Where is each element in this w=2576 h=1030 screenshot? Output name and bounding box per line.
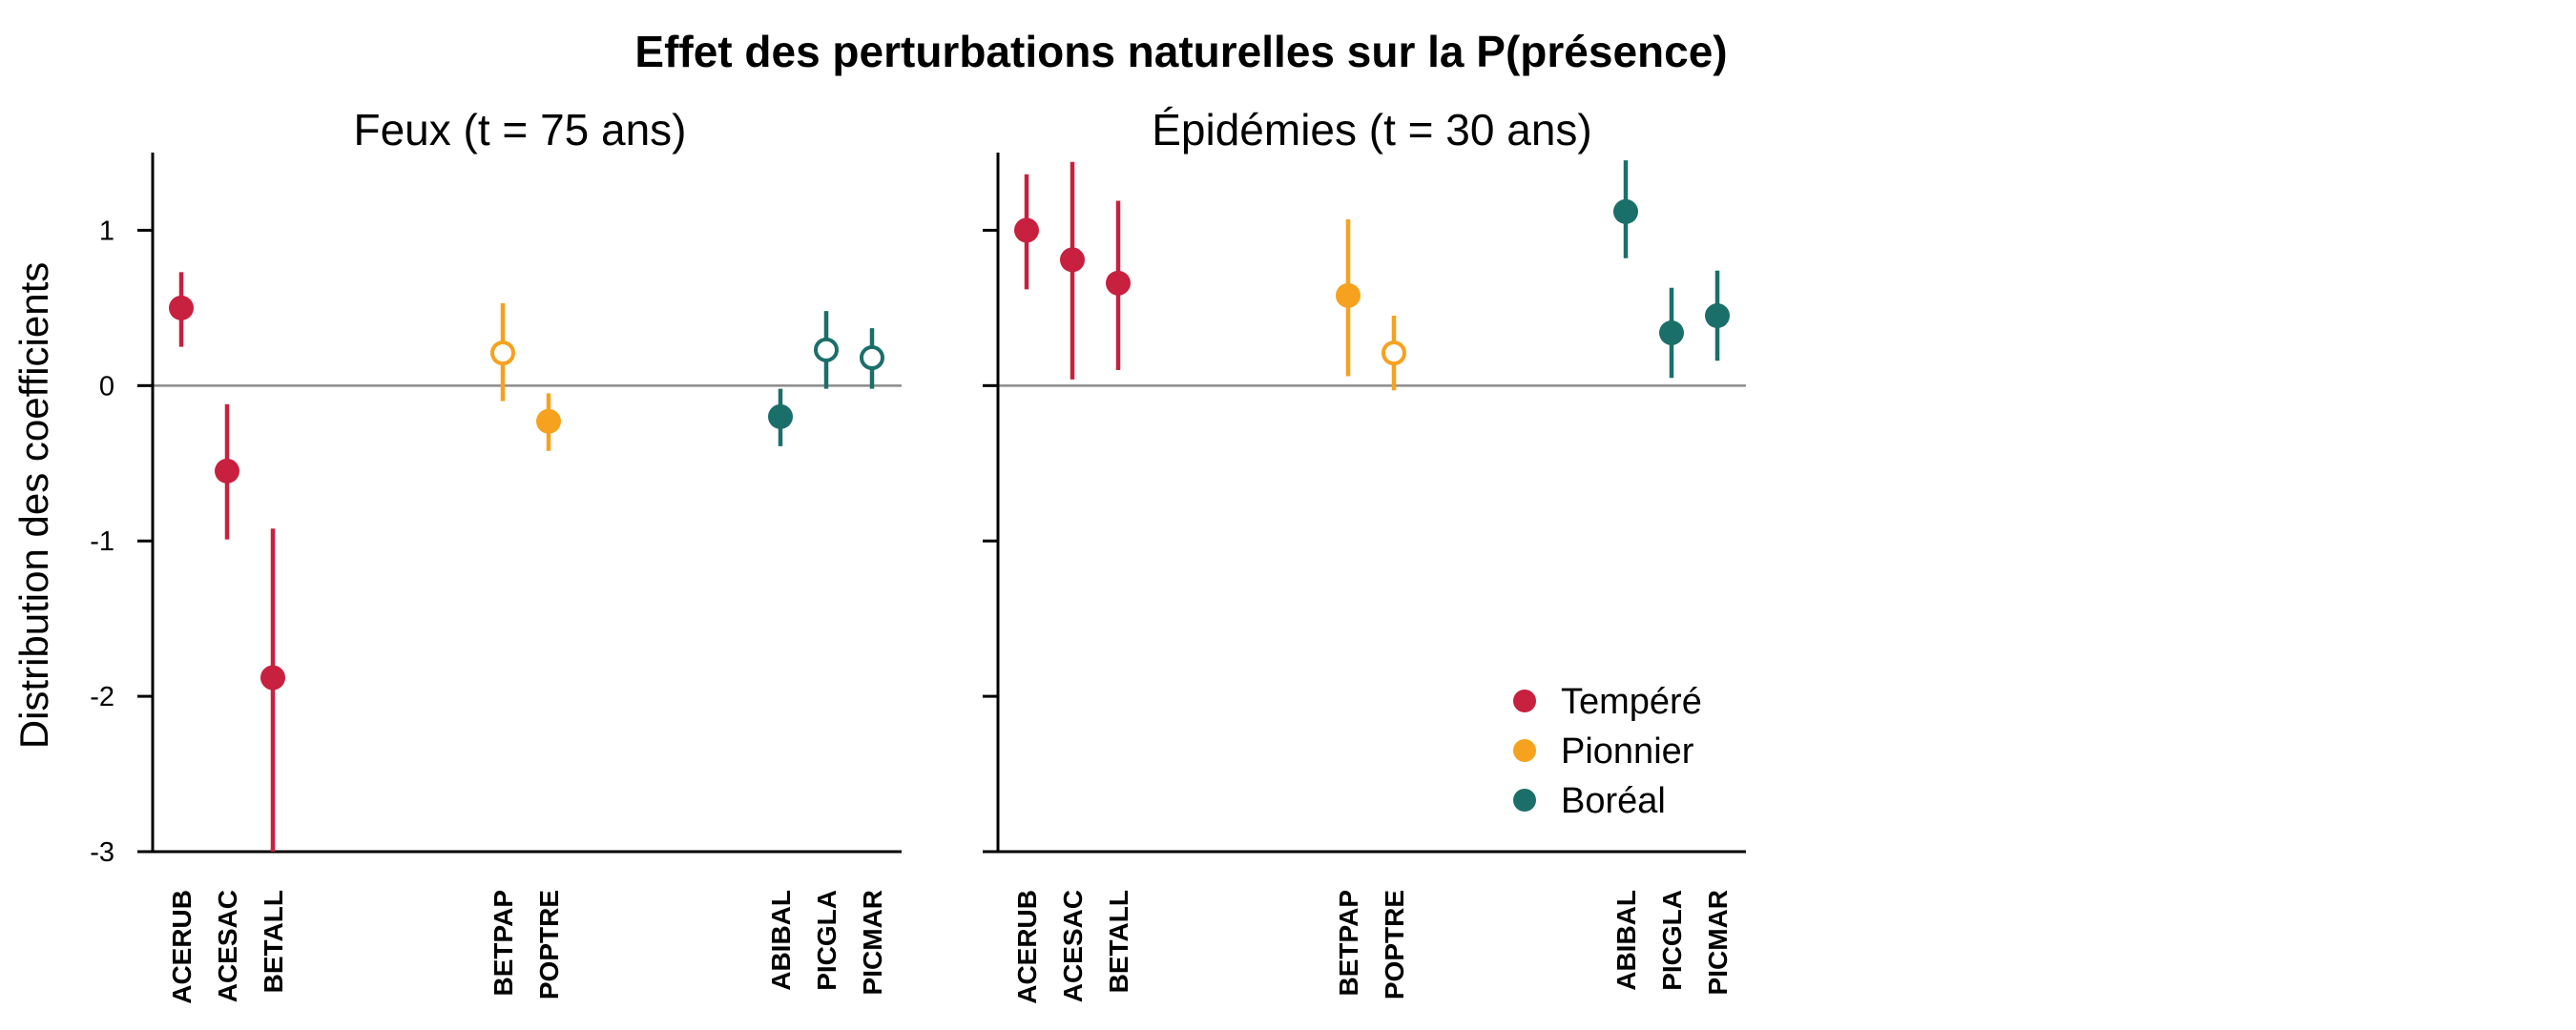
y-axis-label: Distribution des coefficients — [11, 262, 56, 749]
estimate-point-filled — [260, 665, 285, 690]
estimate-point-filled — [1060, 247, 1085, 273]
x-tick-label: POPTRE — [534, 890, 564, 999]
panel-1: Feux (t = 75 ans) 1 0 -1 -2 -3 ACERUB ACESAC BET… — [90, 105, 902, 1004]
legend-item: Tempéré — [1513, 682, 1702, 722]
legend-item: Pionnier — [1513, 731, 1694, 772]
estimate-point-open — [1381, 340, 1406, 366]
x-tick-label: BETALL — [1104, 890, 1133, 993]
estimate-point-filled — [768, 403, 793, 429]
y-tick-label: 0 — [99, 371, 114, 402]
estimate-point-open — [814, 337, 839, 362]
legend-item: Boréal — [1513, 781, 1666, 821]
point-poptre: POPTRE — [1380, 316, 1409, 999]
y-tick-label: -1 — [90, 526, 114, 557]
point-poptre: POPTRE — [534, 393, 564, 999]
point-betall: BETALL — [1104, 200, 1133, 993]
point-betall: BETALL — [259, 528, 288, 993]
x-tick-label: PICMAR — [858, 890, 887, 995]
estimate-point-filled — [1106, 270, 1131, 296]
x-tick-label: BETPAP — [1334, 890, 1363, 997]
estimate-point-filled — [1336, 282, 1361, 308]
estimate-point-filled — [215, 458, 239, 484]
y-tick-label: -2 — [90, 682, 114, 712]
x-tick-label: PICGLA — [812, 890, 841, 991]
legend-swatch — [1513, 789, 1536, 812]
point-abibal: ABIBAL — [1611, 160, 1641, 991]
point-abibal: ABIBAL — [766, 388, 796, 991]
x-tick-label: ABIBAL — [766, 890, 796, 991]
x-tick-label: ACERUB — [167, 890, 197, 1004]
estimate-point-filled — [1613, 198, 1638, 224]
point-acesac: ACESAC — [1058, 161, 1088, 1002]
y-tick-label: -3 — [90, 837, 114, 868]
estimate-point-open — [490, 340, 515, 366]
x-tick-label: ACERUB — [1012, 890, 1042, 1004]
legend: Tempéré Pionnier Boréal — [1513, 682, 1702, 821]
y-tick-label: 1 — [99, 216, 114, 246]
point-acerub: ACERUB — [167, 272, 197, 1004]
point-picmar: PICMAR — [1703, 270, 1733, 995]
panel-title: Feux (t = 75 ans) — [354, 105, 687, 154]
chart-title: Effet des perturbations naturelles sur l… — [634, 27, 1727, 76]
point-picgla: PICGLA — [1657, 287, 1687, 991]
legend-swatch — [1513, 690, 1536, 712]
legend-label: Boréal — [1561, 781, 1666, 821]
legend-swatch — [1513, 739, 1536, 762]
estimate-point-filled — [1659, 319, 1684, 345]
estimate-point-filled — [1014, 217, 1039, 243]
estimate-point-filled — [169, 295, 194, 320]
panel-title: Épidémies (t = 30 ans) — [1152, 105, 1592, 154]
panels: Feux (t = 75 ans) 1 0 -1 -2 -3 ACERUB ACESAC BET… — [90, 105, 1746, 1004]
x-tick-label: BETPAP — [488, 890, 518, 997]
point-picmar: PICMAR — [858, 328, 887, 995]
x-tick-label: PICGLA — [1657, 890, 1687, 991]
x-tick-label: PICMAR — [1703, 890, 1733, 995]
legend-label: Pionnier — [1561, 731, 1694, 772]
x-tick-label: ABIBAL — [1611, 890, 1641, 991]
x-tick-label: BETALL — [259, 890, 288, 993]
estimate-point-open — [860, 345, 884, 371]
x-tick-label: POPTRE — [1380, 890, 1409, 999]
legend-label: Tempéré — [1561, 682, 1702, 722]
point-betpap: BETPAP — [1334, 219, 1363, 997]
x-tick-label: ACESAC — [1058, 890, 1088, 1002]
point-betpap: BETPAP — [488, 303, 518, 997]
point-acerub: ACERUB — [1012, 174, 1042, 1004]
point-acesac: ACESAC — [213, 403, 242, 1002]
point-picgla: PICGLA — [812, 311, 841, 991]
x-tick-label: ACESAC — [213, 890, 242, 1002]
panel-2: Épidémies (t = 30 ans) ACERUB ACESAC BETALL… — [983, 105, 1746, 1004]
estimate-point-filled — [1705, 303, 1730, 329]
estimate-point-filled — [536, 408, 561, 434]
